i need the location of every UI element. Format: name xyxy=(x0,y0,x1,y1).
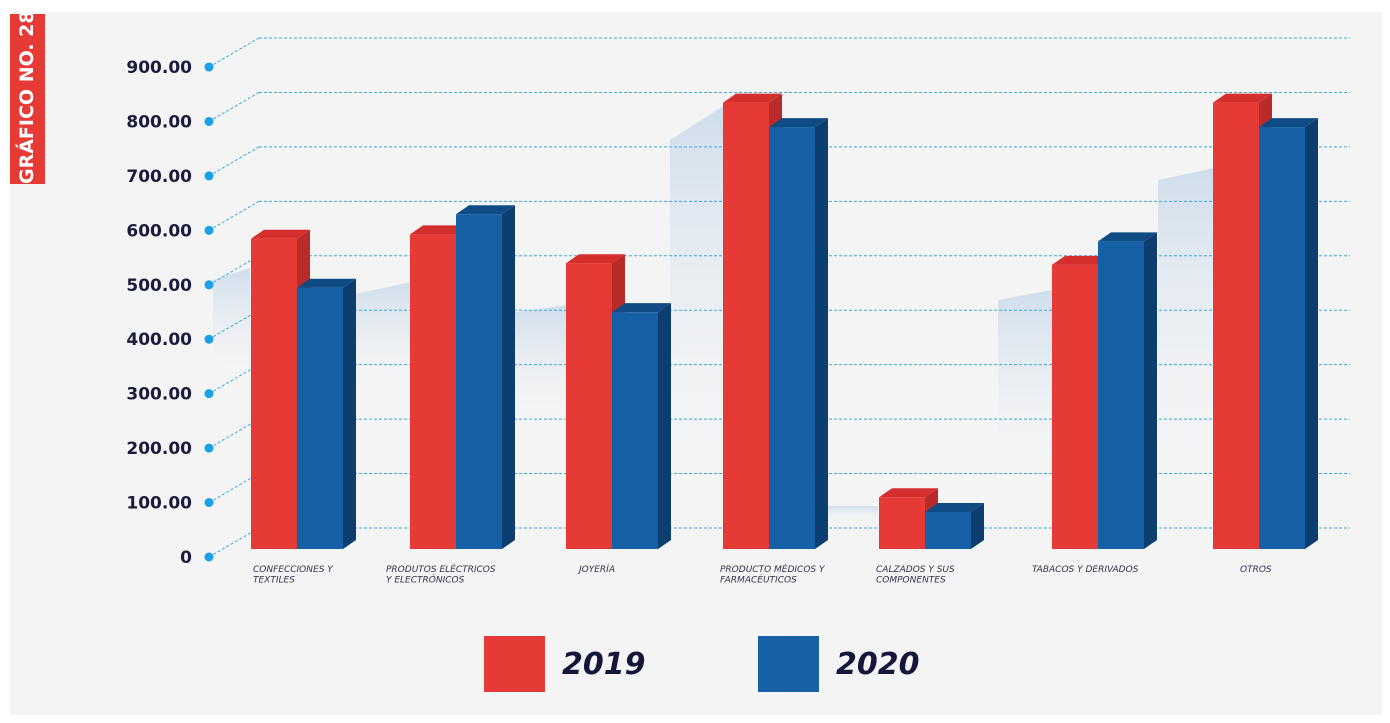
bars xyxy=(251,93,1318,550)
bar-top xyxy=(456,205,515,215)
bar xyxy=(1259,127,1305,549)
background-shape xyxy=(828,506,878,520)
bar-top xyxy=(879,488,938,498)
y-tick-label: 400.00 xyxy=(126,330,192,350)
bar xyxy=(297,287,343,549)
bar xyxy=(723,102,769,549)
legend: 2019 2020 xyxy=(484,636,920,692)
background-shape xyxy=(345,282,412,390)
legend-swatch-2019 xyxy=(484,636,545,692)
tick-dot xyxy=(204,171,214,181)
bar-top xyxy=(566,254,625,264)
bar-side xyxy=(658,303,671,549)
x-tick-label: PRODUTOS ELÉCTRICOS Y ELECTRÓNICOS xyxy=(386,563,496,586)
bar xyxy=(456,214,502,549)
bar-side xyxy=(971,502,984,549)
y-tick-label: 100.00 xyxy=(126,494,192,514)
bar-top xyxy=(1052,255,1111,265)
tick-dot xyxy=(204,443,214,453)
category-labels: CONFECCIONES Y TEXTILES PRODUTOS ELÉCTRICO… xyxy=(253,563,1272,586)
tick-dot xyxy=(204,225,214,235)
bar-side xyxy=(1305,118,1318,549)
bar xyxy=(1098,241,1144,549)
tick-dot xyxy=(204,116,214,126)
background-shape xyxy=(670,105,725,470)
bar xyxy=(879,497,925,549)
legend-swatch-2020 xyxy=(758,636,819,692)
bar xyxy=(1213,102,1259,549)
gridline-diagonal xyxy=(208,146,260,177)
legend-label-2019: 2019 xyxy=(562,647,646,682)
tick-dot xyxy=(204,280,214,290)
background-shape xyxy=(1158,168,1214,470)
y-tick-label: 900.00 xyxy=(126,58,192,78)
y-tick-label: 200.00 xyxy=(126,439,192,459)
tick-dot xyxy=(204,334,214,344)
tick-dot xyxy=(204,62,214,72)
bar-side xyxy=(502,205,515,549)
y-tick-label: 700.00 xyxy=(126,167,192,187)
gridline-diagonal xyxy=(208,200,260,231)
bar-top xyxy=(1213,93,1272,103)
bar-top xyxy=(723,93,782,103)
background-shape xyxy=(998,290,1052,470)
bar-top xyxy=(297,278,356,288)
bar-top xyxy=(612,303,671,313)
tick-dot xyxy=(204,552,214,562)
y-tick-label: 500.00 xyxy=(126,276,192,296)
background-shape xyxy=(213,268,252,380)
bar-side xyxy=(1144,232,1157,549)
bar-side xyxy=(815,118,828,549)
bar xyxy=(566,263,612,549)
chart-number-badge xyxy=(10,14,45,184)
x-tick-label: OTROS xyxy=(1240,565,1272,575)
bar-top xyxy=(251,229,310,239)
y-tick-label: 300.00 xyxy=(126,385,192,405)
tick-dot xyxy=(204,498,214,508)
y-tick-label: 800.00 xyxy=(126,112,192,132)
bar xyxy=(612,312,658,549)
gridline-diagonal xyxy=(208,92,260,122)
bar xyxy=(925,511,971,549)
x-tick-label: CONFECCIONES Y TEXTILES xyxy=(253,565,334,586)
bar-top xyxy=(1098,232,1157,242)
x-tick-label: CALZADOS Y SUS COMPONENTES xyxy=(876,565,955,586)
bar-top xyxy=(410,225,469,235)
legend-label-2020: 2020 xyxy=(836,647,920,682)
bar-top xyxy=(1259,118,1318,128)
bar-top xyxy=(925,502,984,512)
x-tick-label: TABACOS Y DERIVADOS xyxy=(1032,565,1139,575)
y-axis-ticks: 0 100.00 200.00 300.00 400.00 500.00 600.00 700… xyxy=(126,58,192,568)
bar xyxy=(251,238,297,549)
y-tick-label: 0 xyxy=(180,548,192,568)
bar xyxy=(769,127,815,549)
bar-side xyxy=(343,278,356,549)
gridline-diagonal xyxy=(208,37,260,68)
x-tick-label: PRODUCTO MÉDICOS Y FARMACÉUTICOS xyxy=(720,563,826,586)
tick-dot xyxy=(204,389,214,399)
y-tick-label: 600.00 xyxy=(126,221,192,241)
bar-top xyxy=(769,118,828,128)
bar xyxy=(410,234,456,550)
x-tick-label: JOYERÍA xyxy=(577,563,615,575)
bar xyxy=(1052,264,1098,549)
